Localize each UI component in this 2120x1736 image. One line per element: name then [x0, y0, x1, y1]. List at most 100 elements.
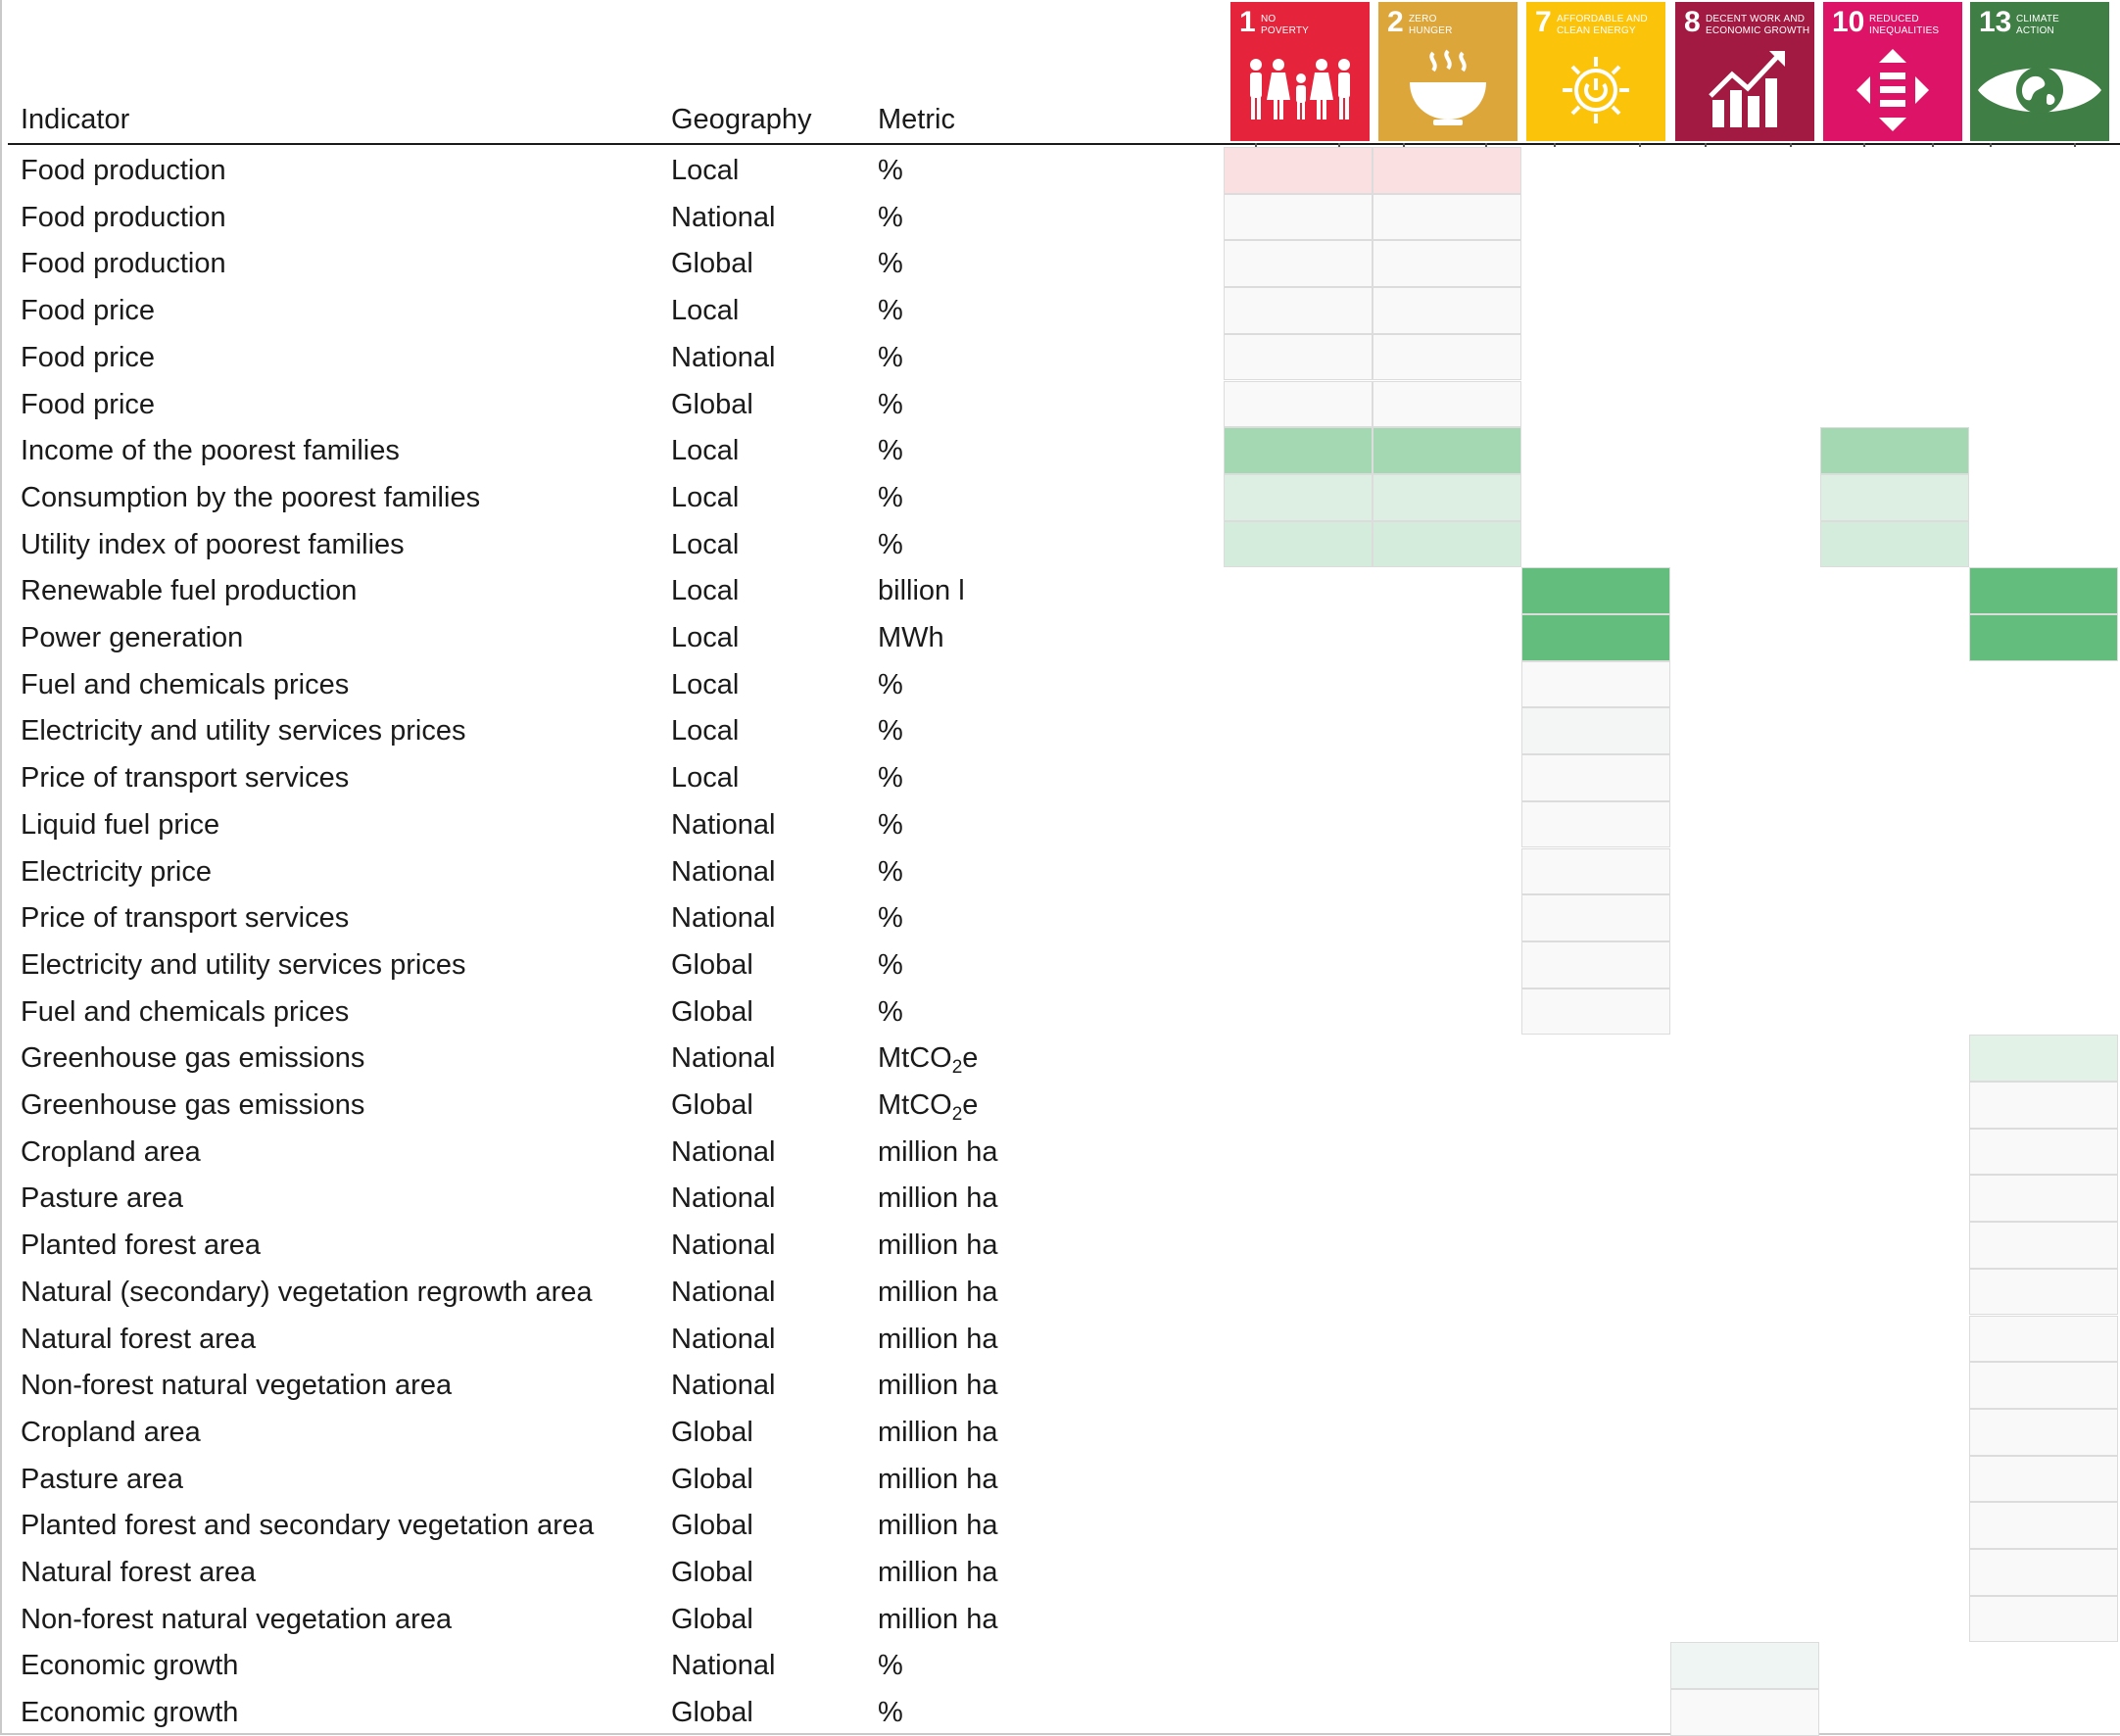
cell-geography: Global: [671, 1603, 753, 1635]
heatmap-cell-sdg-7: [1521, 940, 1670, 989]
cell-geography: Global: [671, 1089, 753, 1121]
sdg-caption-line-2: HUNGER: [1409, 24, 1453, 36]
cell-indicator: Pasture area: [21, 1463, 184, 1495]
sdg-number: 8: [1684, 6, 1701, 38]
sdg-tile-2: 2 ZERO HUNGER: [1378, 2, 1518, 141]
cell-indicator: Food price: [21, 388, 156, 420]
cell-indicator: Utility index of poorest families: [21, 528, 405, 560]
cell-geography: Global: [671, 248, 753, 280]
cell-metric: million ha: [878, 1370, 998, 1402]
cell-metric: %: [878, 995, 903, 1028]
cell-metric: %: [878, 855, 903, 888]
cell-geography: National: [671, 201, 776, 233]
heatmap-cell-sdg-13: [1969, 1035, 2118, 1082]
sdg-caption-line-2: ECONOMIC GROWTH: [1706, 24, 1810, 36]
header-tick: [1403, 143, 1405, 147]
cell-indicator: Natural (secondary) vegetation regrowth …: [21, 1276, 593, 1308]
heatmap-cell-sdg-2: [1373, 333, 1521, 381]
heatmap-cell-sdg-7: [1521, 894, 1670, 941]
cell-geography: Local: [671, 762, 740, 795]
cell-metric: %: [878, 528, 903, 560]
cell-metric: MtCO2e: [878, 1089, 979, 1125]
sdg-number: 1: [1239, 6, 1256, 38]
heatmap-cell-sdg-7: [1521, 567, 1670, 614]
header-tick: [1639, 143, 1641, 147]
cell-metric: %: [878, 248, 903, 280]
cell-geography: Global: [671, 388, 753, 420]
cell-metric: %: [878, 341, 903, 373]
heatmap-cell-sdg-2: [1373, 380, 1521, 428]
cell-geography: National: [671, 341, 776, 373]
sdg-number: 2: [1387, 6, 1404, 38]
cell-indicator: Power generation: [21, 622, 244, 653]
cell-geography: Local: [671, 668, 740, 700]
cell-indicator: Consumption by the poorest families: [21, 481, 481, 513]
cell-metric: million ha: [878, 1603, 998, 1635]
cell-geography: Global: [671, 1697, 753, 1729]
heatmap-cell-sdg-10: [1820, 520, 1969, 568]
cell-indicator: Pasture area: [21, 1182, 184, 1215]
heatmap-cell-sdg-1: [1224, 147, 1373, 194]
cell-indicator: Planted forest and secondary vegetation …: [21, 1510, 595, 1542]
sdg-caption-line-1: REDUCED: [1869, 14, 1919, 24]
bowl-icon: [1378, 45, 1518, 135]
cell-metric: %: [878, 948, 903, 981]
sdg-caption: REDUCED INEQUALITIES: [1869, 14, 1939, 36]
cell-metric: %: [878, 715, 903, 747]
cell-metric: million ha: [878, 1230, 998, 1262]
cell-indicator: Renewable fuel production: [21, 575, 358, 607]
cell-metric: %: [878, 808, 903, 841]
cell-geography: National: [671, 1230, 776, 1262]
heatmap-cell-sdg-13: [1969, 1549, 2118, 1596]
sdg-number: 7: [1535, 6, 1552, 38]
cell-indicator: Liquid fuel price: [21, 808, 220, 841]
sdg-caption-line-1: NO: [1261, 14, 1277, 24]
cell-geography: Local: [671, 155, 740, 186]
heatmap-cell-sdg-13: [1969, 1315, 2118, 1363]
heatmap-cell-sdg-1: [1224, 193, 1373, 241]
cell-geography: National: [671, 1323, 776, 1355]
cell-metric: %: [878, 481, 903, 513]
cell-geography: Local: [671, 575, 740, 607]
heatmap-cell-sdg-13: [1969, 1502, 2118, 1549]
cell-geography: Global: [671, 1463, 753, 1495]
sdg-caption-line-2: CLEAN ENERGY: [1557, 24, 1636, 36]
heatmap-cell-sdg-2: [1373, 147, 1521, 194]
cell-geography: National: [671, 1042, 776, 1075]
heatmap-cell-sdg-1: [1224, 473, 1373, 521]
cell-geography: Local: [671, 622, 740, 653]
sdg-caption-line-1: CLIMATE: [2016, 14, 2059, 24]
cell-geography: Local: [671, 295, 740, 327]
sdg-caption: AFFORDABLE AND CLEAN ENERGY: [1557, 14, 1648, 36]
heatmap-cell-sdg-1: [1224, 240, 1373, 288]
header-indicator: Indicator: [21, 104, 130, 135]
heatmap-cell-sdg-1: [1224, 287, 1373, 334]
cell-geography: National: [671, 1650, 776, 1682]
earth-eye-icon: [1970, 45, 2109, 135]
header-rule: [8, 143, 2120, 145]
heatmap-cell-sdg-2: [1373, 520, 1521, 568]
cell-indicator: Planted forest area: [21, 1230, 262, 1262]
heatmap-cell-sdg-8: [1670, 1642, 1819, 1690]
header-tick: [1863, 143, 1865, 147]
equality-icon: [1823, 45, 1962, 135]
cell-indicator: Greenhouse gas emissions: [21, 1042, 365, 1075]
heatmap-cell-sdg-10: [1820, 473, 1969, 521]
cell-geography: Global: [671, 1510, 753, 1542]
heatmap-cell-sdg-1: [1224, 427, 1373, 474]
sun-power-icon: [1526, 45, 1665, 135]
cell-indicator: Non-forest natural vegetation area: [21, 1603, 453, 1635]
sdg-caption: CLIMATE ACTION: [2016, 14, 2059, 36]
heatmap-cell-sdg-13: [1969, 614, 2118, 661]
cell-indicator: Non-forest natural vegetation area: [21, 1370, 453, 1402]
sdg-tile-10: 10 REDUCED INEQUALITIES: [1823, 2, 1962, 141]
heatmap-cell-sdg-1: [1224, 380, 1373, 428]
growth-chart-icon: [1675, 45, 1814, 135]
cell-indicator: Cropland area: [21, 1135, 201, 1168]
cell-indicator: Economic growth: [21, 1650, 239, 1682]
cell-metric: MWh: [878, 622, 944, 653]
cell-metric: %: [878, 155, 903, 186]
sdg-caption: ZERO HUNGER: [1409, 14, 1453, 36]
heatmap-cell-sdg-7: [1521, 614, 1670, 661]
cell-geography: Local: [671, 528, 740, 560]
